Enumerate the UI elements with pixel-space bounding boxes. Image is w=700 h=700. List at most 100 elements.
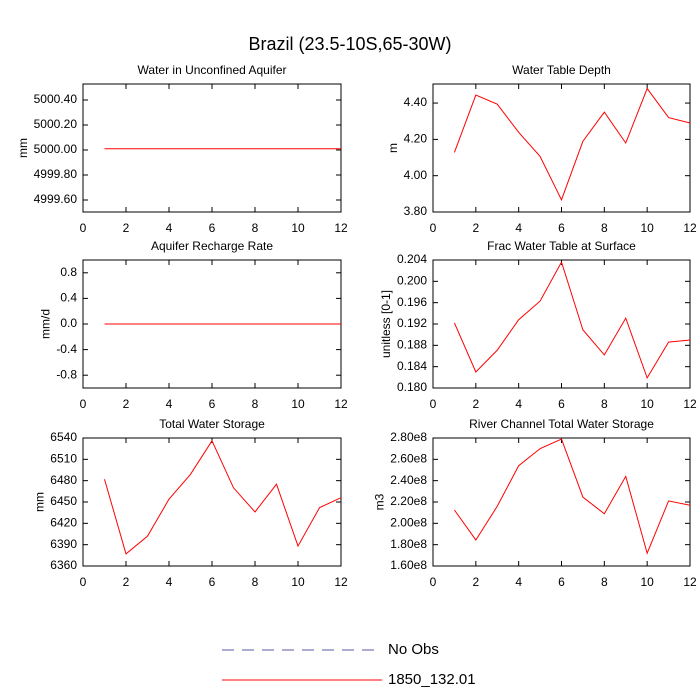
x-tick-label: 2 bbox=[123, 221, 130, 235]
y-tick-label: 2.80e8 bbox=[390, 430, 427, 444]
x-tick-label: 4 bbox=[166, 397, 173, 411]
y-tick-label: 0.8 bbox=[60, 265, 77, 279]
y-tick-label: 5000.00 bbox=[34, 142, 78, 156]
y-axis-label: m bbox=[386, 143, 400, 153]
x-tick-label: 0 bbox=[430, 575, 437, 589]
x-tick-label: 12 bbox=[683, 397, 697, 411]
x-tick-label: 10 bbox=[640, 397, 654, 411]
x-tick-label: 2 bbox=[123, 575, 130, 589]
x-tick-label: 6 bbox=[209, 397, 216, 411]
legend-label: No Obs bbox=[388, 641, 439, 658]
plot-frame bbox=[432, 83, 691, 213]
y-tick-label: -0.4 bbox=[56, 342, 77, 356]
y-tick-label: 6480 bbox=[50, 473, 77, 487]
x-tick-label: 2 bbox=[472, 397, 479, 411]
x-tick-label: 0 bbox=[80, 397, 87, 411]
x-tick-label: 12 bbox=[334, 575, 348, 589]
y-tick-label: 2.60e8 bbox=[390, 452, 427, 466]
y-tick-label: 2.00e8 bbox=[390, 516, 427, 530]
x-tick-label: 6 bbox=[558, 397, 565, 411]
x-tick-label: 10 bbox=[291, 221, 305, 235]
y-tick-label: 5000.40 bbox=[34, 92, 78, 106]
x-tick-label: 2 bbox=[472, 221, 479, 235]
x-tick-label: 6 bbox=[558, 575, 565, 589]
y-tick-label: 0.200 bbox=[397, 274, 427, 288]
y-tick-label: 0.0 bbox=[60, 316, 77, 330]
legend-label: 1850_132.01 bbox=[388, 671, 476, 688]
x-tick-label: 8 bbox=[252, 575, 259, 589]
y-tick-label: 4999.80 bbox=[34, 167, 78, 181]
data-line bbox=[453, 87, 691, 202]
x-tick-label: 4 bbox=[166, 221, 173, 235]
panel-title: Water Table Depth bbox=[512, 63, 611, 77]
panel-title: Aquifer Recharge Rate bbox=[151, 239, 273, 253]
x-tick-label: 12 bbox=[334, 397, 348, 411]
data-line bbox=[104, 439, 342, 555]
y-tick-label: 6390 bbox=[50, 537, 77, 551]
data-line bbox=[453, 260, 691, 380]
x-tick-label: 8 bbox=[601, 397, 608, 411]
y-axis-label: mm bbox=[32, 492, 46, 512]
y-axis-label: unitless [0-1] bbox=[379, 290, 393, 358]
y-tick-label: 0.188 bbox=[397, 338, 427, 352]
y-tick-label: 6540 bbox=[50, 430, 77, 444]
x-tick-label: 8 bbox=[601, 221, 608, 235]
x-tick-label: 12 bbox=[334, 221, 348, 235]
x-tick-label: 10 bbox=[291, 575, 305, 589]
y-tick-label: 2.40e8 bbox=[390, 473, 427, 487]
y-tick-label: 6510 bbox=[50, 452, 77, 466]
x-tick-label: 6 bbox=[209, 575, 216, 589]
y-tick-label: 0.204 bbox=[397, 252, 427, 266]
x-tick-label: 12 bbox=[683, 575, 697, 589]
x-tick-label: 8 bbox=[601, 575, 608, 589]
y-tick-label: 1.60e8 bbox=[390, 558, 427, 572]
y-tick-label: 5000.20 bbox=[34, 117, 78, 131]
x-tick-label: 2 bbox=[123, 397, 130, 411]
panel-title: Water in Unconfined Aquifer bbox=[138, 63, 287, 77]
x-tick-label: 4 bbox=[166, 575, 173, 589]
x-tick-label: 8 bbox=[252, 397, 259, 411]
panel-title: Total Water Storage bbox=[159, 417, 265, 431]
y-tick-label: 1.80e8 bbox=[390, 537, 427, 551]
plot-frame bbox=[432, 259, 691, 389]
y-tick-label: -0.8 bbox=[56, 367, 77, 381]
y-tick-label: 4999.60 bbox=[34, 192, 78, 206]
plot-frame bbox=[82, 83, 342, 213]
x-tick-label: 4 bbox=[515, 575, 522, 589]
y-tick-label: 3.80 bbox=[404, 204, 428, 218]
y-tick-label: 2.20e8 bbox=[390, 494, 427, 508]
x-tick-label: 8 bbox=[252, 221, 259, 235]
x-tick-label: 6 bbox=[209, 221, 216, 235]
x-tick-label: 4 bbox=[515, 221, 522, 235]
x-tick-label: 10 bbox=[291, 397, 305, 411]
x-tick-label: 6 bbox=[558, 221, 565, 235]
y-tick-label: 4.00 bbox=[404, 168, 428, 182]
y-tick-label: 0.196 bbox=[397, 295, 427, 309]
y-tick-label: 0.184 bbox=[397, 359, 427, 373]
x-tick-label: 10 bbox=[640, 575, 654, 589]
x-tick-label: 0 bbox=[430, 221, 437, 235]
panel-title: Frac Water Table at Surface bbox=[487, 239, 636, 253]
panel-title: River Channel Total Water Storage bbox=[469, 417, 654, 431]
x-tick-label: 0 bbox=[430, 397, 437, 411]
plot-frame bbox=[432, 437, 691, 567]
y-axis-label: m3 bbox=[372, 493, 386, 510]
y-tick-label: 0.4 bbox=[60, 291, 77, 305]
x-tick-label: 0 bbox=[80, 575, 87, 589]
y-tick-label: 4.40 bbox=[404, 95, 428, 109]
data-line bbox=[454, 438, 691, 555]
y-tick-label: 6450 bbox=[50, 494, 77, 508]
y-tick-label: 6360 bbox=[50, 558, 77, 572]
x-tick-label: 2 bbox=[472, 575, 479, 589]
x-tick-label: 0 bbox=[80, 221, 87, 235]
figure-title: Brazil (23.5-10S,65-30W) bbox=[248, 34, 451, 54]
y-axis-label: mm bbox=[16, 138, 30, 158]
plot-frame bbox=[82, 437, 342, 567]
x-tick-label: 4 bbox=[515, 397, 522, 411]
x-tick-label: 12 bbox=[683, 221, 697, 235]
y-tick-label: 0.180 bbox=[397, 380, 427, 394]
y-tick-label: 0.192 bbox=[397, 316, 427, 330]
x-tick-label: 10 bbox=[640, 221, 654, 235]
y-tick-label: 4.20 bbox=[404, 132, 428, 146]
